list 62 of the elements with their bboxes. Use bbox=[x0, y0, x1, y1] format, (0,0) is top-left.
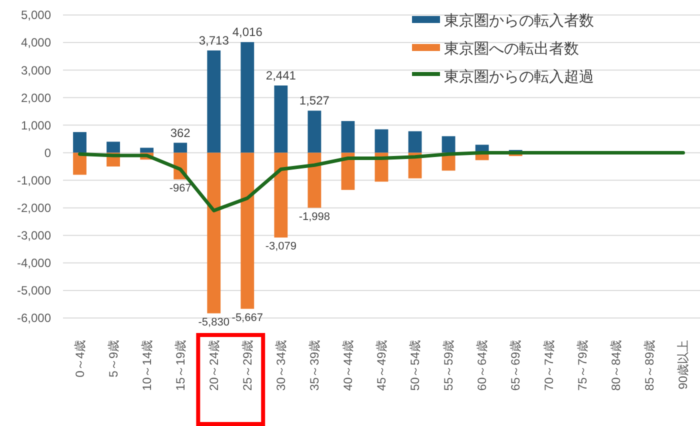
y-tick-label: 1,000 bbox=[20, 118, 52, 132]
y-tick-label: -5,000 bbox=[16, 284, 52, 298]
y-tick-label: -6,000 bbox=[16, 311, 52, 326]
data-label: -1,998 bbox=[298, 210, 330, 223]
x-tick-label: 60～64歳 bbox=[475, 340, 490, 391]
y-tick-label: 0 bbox=[44, 146, 52, 160]
data-label: 2,441 bbox=[266, 68, 296, 82]
bar bbox=[308, 152, 322, 208]
bar bbox=[174, 142, 188, 153]
bar bbox=[442, 136, 456, 153]
y-tick-label: 5,000 bbox=[20, 8, 52, 22]
data-label: -5,830 bbox=[198, 316, 230, 328]
bar bbox=[274, 152, 288, 238]
bar bbox=[308, 110, 322, 153]
x-tick-label: 45～49歳 bbox=[374, 340, 388, 391]
y-tick-label: 4,000 bbox=[20, 36, 52, 50]
bar bbox=[408, 131, 422, 153]
bar bbox=[240, 152, 254, 309]
data-label: 4,016 bbox=[232, 25, 263, 40]
y-tick-label: 3,000 bbox=[20, 63, 52, 78]
data-label: -3,079 bbox=[265, 240, 297, 253]
legend-label: 東京圏からの転入者数 bbox=[444, 12, 594, 30]
x-tick-label: 80～84歳 bbox=[609, 340, 624, 391]
x-tick-label: 85～89歳 bbox=[642, 340, 657, 391]
data-label: 1,527 bbox=[299, 94, 330, 108]
y-tick-label: -1,000 bbox=[16, 173, 52, 188]
x-tick-label: 90歳以上 bbox=[676, 340, 690, 390]
bar bbox=[274, 85, 288, 153]
bar bbox=[207, 50, 221, 153]
x-tick-label: 75～79歳 bbox=[576, 340, 590, 391]
y-tick-label: 2,000 bbox=[20, 90, 52, 105]
legend-label: 東京圏からの転入超過 bbox=[444, 68, 594, 86]
line-series bbox=[78, 150, 685, 212]
x-tick-label: 15～19歳 bbox=[173, 340, 188, 391]
data-label: 362 bbox=[170, 126, 191, 140]
bar bbox=[73, 152, 86, 175]
bar bbox=[341, 121, 355, 153]
bar bbox=[374, 129, 388, 153]
data-label: -967 bbox=[169, 182, 192, 194]
x-tick-label: 35～39歳 bbox=[307, 340, 322, 391]
data-label: 3,713 bbox=[198, 33, 230, 48]
bar bbox=[207, 152, 221, 314]
bar bbox=[106, 142, 120, 153]
x-tick-label: 70～74歳 bbox=[542, 340, 556, 391]
x-tick-label: 25～29歳 bbox=[240, 340, 254, 391]
y-tick-label: -3,000 bbox=[16, 228, 52, 243]
x-tick-label: 65～69歳 bbox=[508, 340, 523, 391]
y-tick-label: -2,000 bbox=[16, 201, 52, 216]
x-tick-label: 10～14歳 bbox=[140, 340, 154, 391]
x-tick-label: 20～24歳 bbox=[206, 340, 221, 391]
x-tick-label: 5～9歳 bbox=[106, 340, 120, 378]
bar bbox=[73, 132, 86, 153]
x-tick-label: 40～44歳 bbox=[340, 340, 355, 391]
legend-label: 東京圏への転出者数 bbox=[444, 40, 579, 58]
x-tick-label: 30～34歳 bbox=[274, 340, 288, 391]
x-tick-label: 0～4歳 bbox=[72, 340, 87, 378]
x-tick-label: 55～59歳 bbox=[442, 340, 456, 391]
bar bbox=[240, 42, 254, 153]
bar bbox=[140, 148, 154, 153]
x-tick-label: 50～54歳 bbox=[408, 340, 422, 391]
data-label: -5,667 bbox=[232, 312, 263, 324]
y-tick-label: -4,000 bbox=[16, 256, 52, 270]
